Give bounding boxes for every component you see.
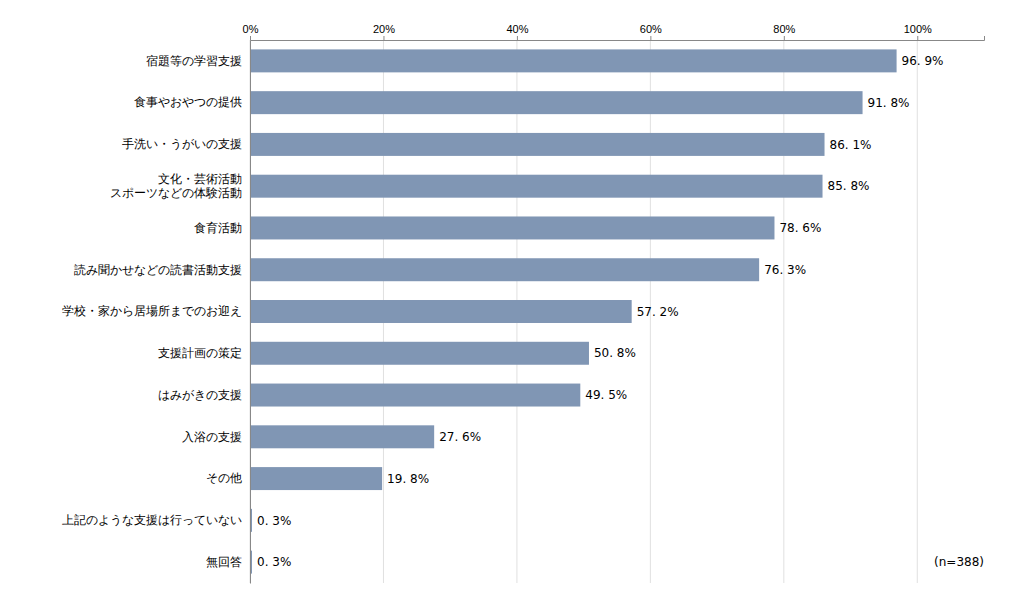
y-tick-label: 食育活動 [194,221,242,235]
data-label: 96. 9% [902,54,944,68]
x-tick: 20% [373,23,395,40]
data-label: 50. 8% [594,346,636,360]
y-tick-label: 学校・家から居場所までのお迎え [62,304,242,318]
bar [250,425,434,448]
bar [250,467,382,490]
y-tick: はみがきの支援 [158,388,242,402]
bar [250,133,825,156]
data-label: 0. 3% [257,514,291,528]
x-tick-label: 0% [243,23,259,35]
y-tick: 読み聞かせなどの読書活動支援 [74,263,242,277]
x-tick-mark [250,36,251,40]
data-label: 76. 3% [764,263,806,277]
x-tick-label: 60% [640,23,662,35]
y-tick: その他 [206,471,242,485]
grid-line [250,40,251,583]
chart: 0% 20% 40% 60% 80% 100% 無回答 上記のような支援は行っていない その他 入… [0,0,1024,603]
x-tick: 0% [243,23,259,40]
y-tick: 食事やおやつの提供 [134,95,242,109]
y-tick: 支援計画の策定 [158,346,242,360]
y-tick: 上記のような支援は行っていない [62,513,242,527]
y-tick-label: その他 [206,471,242,485]
annotations: (n=388) [934,555,984,569]
annotation: (n=388) [934,555,984,569]
y-tick: 文化・芸術活動スポーツなどの体験活動 [110,172,242,200]
y-tick: 宿題等の学習支援 [146,54,242,68]
data-label: 49. 5% [585,388,627,402]
data-label: 85. 8% [828,179,870,193]
data-label: 0. 3% [257,555,291,569]
y-tick: 食育活動 [194,221,242,235]
bar [250,216,774,239]
data-label: 86. 1% [830,138,872,152]
plot: 0% 20% 40% 60% 80% 100% 無回答 上記のような支援は行っていない その他 入… [62,23,985,584]
bar [250,342,589,365]
x-tick: 100% [904,23,932,40]
y-tick-label: 手洗い・うがいの支援 [122,137,242,151]
data-label: 57. 2% [637,305,679,319]
grid-line [783,40,784,583]
y-tick: 無回答 [206,555,242,569]
y-tick-label: 文化・芸術活動スポーツなどの体験活動 [110,172,242,200]
y-tick-label-line: スポーツなどの体験活動 [110,186,242,200]
y-tick-label: はみがきの支援 [158,388,242,402]
bar [250,384,580,407]
grid-line [917,40,918,583]
bar [250,300,632,323]
y-tick-label: 宿題等の学習支援 [146,54,242,68]
x-axis: 0% 20% 40% 60% 80% 100% [243,23,985,41]
data-label: 78. 6% [779,221,821,235]
x-tick-label: 20% [373,23,395,35]
y-tick-label: 入浴の支援 [182,430,242,444]
y-axis: 無回答 上記のような支援は行っていない その他 入浴の支援 はみがきの支援支援計画の策定… [62,41,251,584]
y-tick-label: 読み聞かせなどの読書活動支援 [74,263,242,277]
bar [250,91,863,114]
y-tick: 学校・家から居場所までのお迎え [62,304,242,318]
x-tick: 80% [773,23,795,40]
y-tick-label: 支援計画の策定 [158,346,242,360]
y-tick-label: 上記のような支援は行っていない [62,513,242,527]
x-tick: 60% [640,23,662,40]
x-tick-label: 40% [506,23,528,35]
bars [250,49,897,573]
y-tick: 入浴の支援 [182,430,242,444]
x-tick-mark [917,36,918,40]
data-labels: 0. 3% 0. 3% 19. 8% 27. 6% 49. 5% 50. 8% 57. 2%… [257,54,944,569]
grid [250,40,917,583]
bar [250,258,759,281]
data-label: 27. 6% [439,430,481,444]
x-tick-mark [650,36,651,40]
y-axis-line [250,41,251,584]
x-axis-line [251,36,985,41]
data-label: 91. 8% [868,96,910,110]
y-tick-label-line: 文化・芸術活動 [158,172,242,186]
x-tick-label: 80% [773,23,795,35]
y-tick-label: 食事やおやつの提供 [134,95,242,109]
x-tick-mark [784,36,785,40]
data-label: 19. 8% [387,472,429,486]
x-tick-mark [383,36,384,40]
bar [250,49,897,72]
x-tick-mark [517,36,518,40]
bar [250,175,823,198]
y-tick-label: 無回答 [206,555,242,569]
x-tick-label: 100% [904,23,932,35]
y-tick: 手洗い・うがいの支援 [122,137,242,151]
x-tick: 40% [506,23,528,40]
